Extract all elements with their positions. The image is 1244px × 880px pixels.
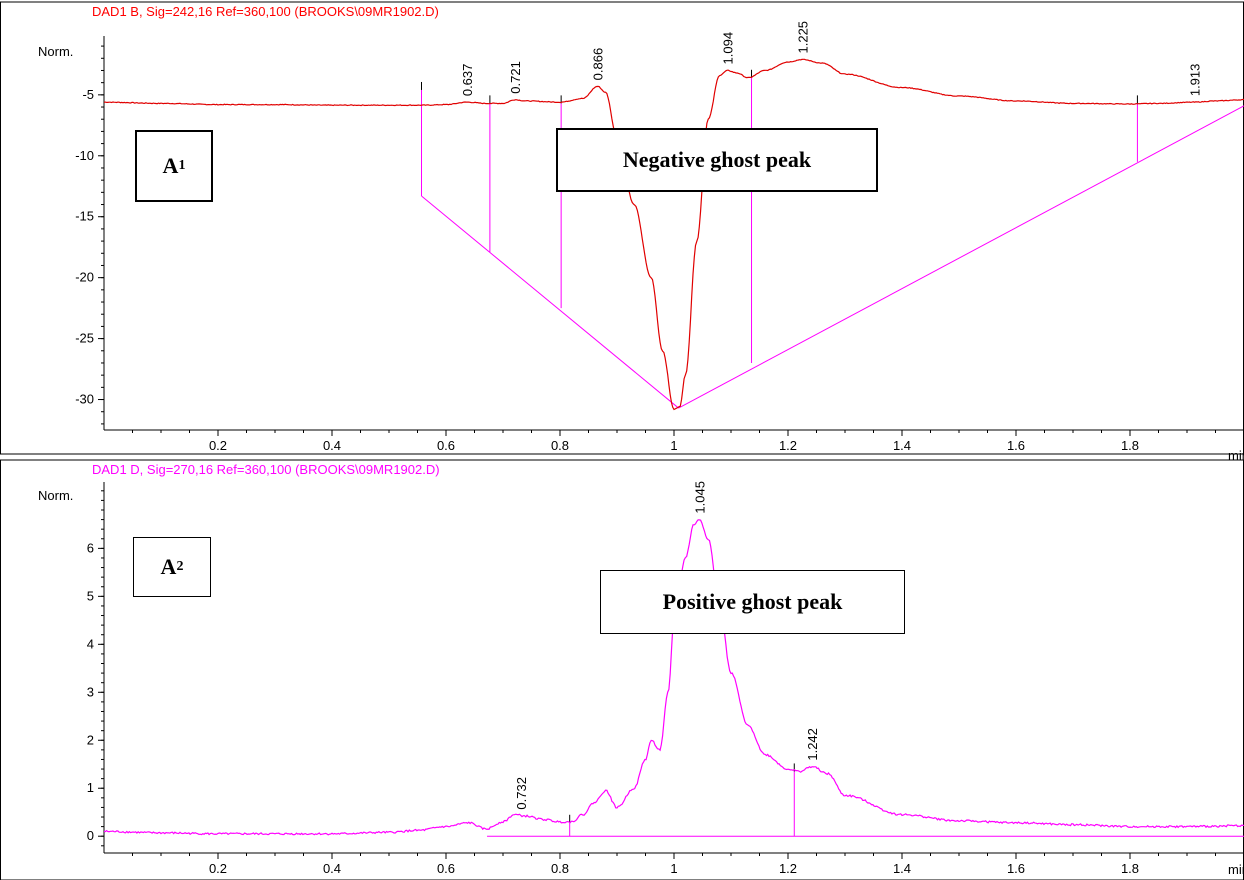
x-tick-label: 1.8 bbox=[1121, 861, 1139, 876]
x-tick-label: 0.6 bbox=[437, 438, 455, 453]
a1-label-sub: 1 bbox=[178, 158, 186, 173]
y-tick-label: -25 bbox=[75, 331, 94, 346]
y-tick-label: 0 bbox=[87, 828, 94, 843]
a1-title: DAD1 B, Sig=242,16 Ref=360,100 (BROOKS\0… bbox=[92, 4, 439, 19]
panel-a1: DAD1 B, Sig=242,16 Ref=360,100 (BROOKS\0… bbox=[0, 1, 1244, 463]
negative-ghost-peak-label: Negative ghost peak bbox=[622, 147, 812, 172]
peak-label: 1.913 bbox=[1187, 64, 1202, 97]
a1-xlabel: min bbox=[1228, 448, 1244, 463]
peak-label: 1.094 bbox=[721, 32, 736, 65]
panel-a2: DAD1 D, Sig=270,16 Ref=360,100 (BROOKS\0… bbox=[0, 459, 1244, 880]
y-tick-label: -20 bbox=[75, 270, 94, 285]
a2-signal-trace bbox=[103, 519, 1244, 836]
x-tick-label: 1.2 bbox=[779, 861, 797, 876]
x-tick-label: 0.4 bbox=[323, 861, 341, 876]
y-tick-label: -10 bbox=[75, 148, 94, 163]
peak-label: 1.045 bbox=[693, 481, 708, 514]
x-tick-label: 0.4 bbox=[323, 438, 341, 453]
y-tick-label: 1 bbox=[87, 780, 94, 795]
peak-label: 0.637 bbox=[460, 64, 475, 97]
x-tick-label: 1.4 bbox=[893, 861, 911, 876]
y-tick-label: -5 bbox=[82, 87, 94, 102]
y-tick-label: 6 bbox=[87, 540, 94, 555]
positive-ghost-peak-box: Positive ghost peak bbox=[600, 570, 905, 634]
peak-label: 0.866 bbox=[591, 48, 606, 81]
a1-signal-trace bbox=[103, 58, 1244, 411]
x-tick-label: 0.2 bbox=[209, 861, 227, 876]
y-tick-label: 4 bbox=[87, 636, 94, 651]
y-tick-label: 2 bbox=[87, 732, 94, 747]
a1-label-letter: A bbox=[162, 153, 179, 178]
x-tick-label: 1.6 bbox=[1007, 861, 1025, 876]
x-tick-label: 0.2 bbox=[209, 438, 227, 453]
peak-label: 1.225 bbox=[795, 21, 810, 54]
x-tick-label: 1.8 bbox=[1121, 438, 1139, 453]
positive-ghost-peak-label: Positive ghost peak bbox=[662, 589, 843, 614]
x-tick-label: 0.8 bbox=[551, 438, 569, 453]
negative-ghost-peak-box: Negative ghost peak bbox=[556, 128, 878, 192]
x-tick-label: 0.6 bbox=[437, 861, 455, 876]
x-tick-label: 0.8 bbox=[551, 861, 569, 876]
a2-title: DAD1 D, Sig=270,16 Ref=360,100 (BROOKS\0… bbox=[92, 462, 440, 477]
x-tick-label: 1 bbox=[670, 438, 677, 453]
integration-baseline bbox=[421, 195, 679, 409]
x-tick-label: 1 bbox=[670, 861, 677, 876]
a2-label-sub: 2 bbox=[176, 559, 184, 574]
peak-label: 1.242 bbox=[805, 728, 820, 761]
a2-label-letter: A bbox=[160, 554, 177, 579]
x-tick-label: 1.2 bbox=[779, 438, 797, 453]
y-tick-label: 5 bbox=[87, 588, 94, 603]
a2-xlabel: min bbox=[1228, 862, 1244, 877]
a1-ylabel: Norm. bbox=[38, 44, 73, 59]
x-tick-label: 1.4 bbox=[893, 438, 911, 453]
x-tick-label: 1.6 bbox=[1007, 438, 1025, 453]
y-tick-label: -15 bbox=[75, 209, 94, 224]
y-tick-label: -30 bbox=[75, 392, 94, 407]
a2-ylabel: Norm. bbox=[38, 488, 73, 503]
peak-label: 0.732 bbox=[514, 777, 529, 810]
y-tick-label: 3 bbox=[87, 684, 94, 699]
integration-baseline bbox=[678, 105, 1244, 409]
peak-label: 0.721 bbox=[508, 61, 523, 94]
